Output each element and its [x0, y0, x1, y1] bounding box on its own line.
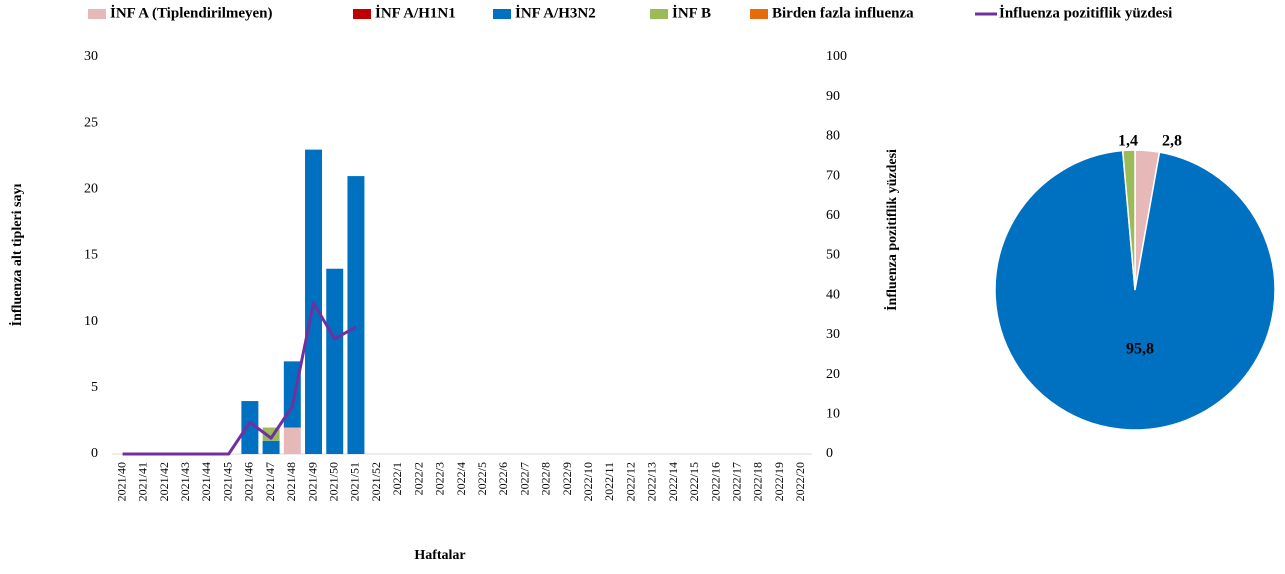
x-tick-label: 2022/6	[496, 462, 510, 495]
legend-label: İNF A/H1N1	[375, 4, 456, 21]
y2-tick-label: 100	[826, 49, 847, 64]
y2-tick-label: 90	[826, 89, 840, 104]
y2-tick-label: 30	[826, 327, 840, 342]
pie-slice	[994, 149, 1276, 431]
y2-tick-label: 80	[826, 129, 840, 144]
y-tick-label: 25	[84, 115, 98, 130]
legend-swatch	[493, 9, 511, 19]
x-tick-label: 2021/47	[263, 462, 277, 501]
x-tick-label: 2021/41	[136, 462, 150, 501]
x-tick-label: 2022/10	[581, 462, 595, 501]
x-tick-label: 2021/44	[199, 462, 213, 501]
x-tick-label: 2022/8	[539, 462, 553, 495]
y2-tick-label: 60	[826, 208, 840, 223]
y2-tick-label: 70	[826, 168, 840, 183]
x-tick-label: 2022/17	[730, 462, 744, 501]
line	[122, 301, 357, 456]
y-axis-title: İnfluenza alt tipleri sayı	[8, 184, 25, 327]
x-tick-label: 2022/2	[411, 462, 425, 495]
legend-swatch	[353, 9, 371, 19]
x-tick-label: 2022/13	[645, 462, 659, 501]
x-tick-label: 2022/3	[433, 462, 447, 495]
x-tick-label: 2021/42	[157, 462, 171, 501]
y2-tick-label: 0	[826, 446, 833, 461]
x-tick-label: 2021/49	[305, 462, 319, 501]
data-label: 1,4	[1118, 133, 1138, 150]
x-tick-label: 2021/51	[348, 462, 362, 501]
legend-swatch	[650, 9, 668, 19]
x-tick-label: 2022/18	[751, 462, 765, 501]
x-tick-label: 2022/1	[390, 462, 404, 495]
bar	[347, 176, 365, 454]
x-tick-label: 2021/48	[284, 462, 298, 501]
x-tick-label: 2022/11	[602, 462, 616, 501]
x-tick-label: 2022/16	[708, 462, 722, 501]
x-tick-label: 2021/46	[242, 462, 256, 501]
x-tick-label: 2022/5	[475, 462, 489, 495]
bar	[241, 401, 259, 454]
y2-tick-label: 20	[826, 367, 840, 382]
data-label: 2,8	[1162, 133, 1182, 150]
bar	[326, 268, 344, 454]
x-tick-label: 2021/43	[178, 462, 192, 501]
pie-slice	[1121, 149, 1136, 291]
legend-swatch	[88, 9, 106, 19]
x-tick-label: 2022/7	[517, 462, 531, 495]
x-tick-label: 2022/15	[687, 462, 701, 501]
y-tick-label: 30	[84, 49, 98, 64]
x-tick-label: 2021/50	[326, 462, 340, 501]
x-tick-label: 2021/40	[114, 462, 128, 501]
legend-label: İnfluenza pozitiflik yüzdesi	[999, 4, 1172, 21]
x-tick-label: 2022/4	[454, 462, 468, 495]
x-tick-label: 2022/14	[666, 462, 680, 501]
y2-tick-label: 40	[826, 287, 840, 302]
x-tick-label: 2022/20	[793, 462, 807, 501]
bar	[283, 427, 301, 454]
legend-label: Birden fazla influenza	[772, 5, 914, 21]
y-tick-label: 15	[84, 248, 98, 263]
x-axis-title: Haftalar	[414, 548, 465, 563]
x-tick-label: 2021/45	[220, 462, 234, 501]
legend-label: İNF A/H3N2	[515, 4, 596, 21]
y-tick-label: 0	[91, 446, 98, 461]
y2-tick-label: 10	[826, 407, 840, 422]
bar	[262, 440, 280, 454]
x-tick-label: 2022/19	[772, 462, 786, 501]
x-tick-label: 2022/12	[623, 462, 637, 501]
legend-swatch	[750, 9, 768, 19]
x-tick-label: 2022/9	[560, 462, 574, 495]
legend-label: İNF A (Tiplendirilmeyen)	[110, 4, 273, 21]
legend-label: İNF B	[672, 4, 711, 21]
y2-tick-label: 50	[826, 248, 840, 263]
y-tick-label: 20	[84, 182, 98, 197]
y2-axis-title: İnfluenza pozitiflik yüzdesi	[883, 149, 900, 311]
y-tick-label: 10	[84, 314, 98, 329]
y-tick-label: 5	[91, 380, 98, 395]
data-label: 95,8	[1126, 341, 1154, 358]
x-tick-label: 2021/52	[369, 462, 383, 501]
